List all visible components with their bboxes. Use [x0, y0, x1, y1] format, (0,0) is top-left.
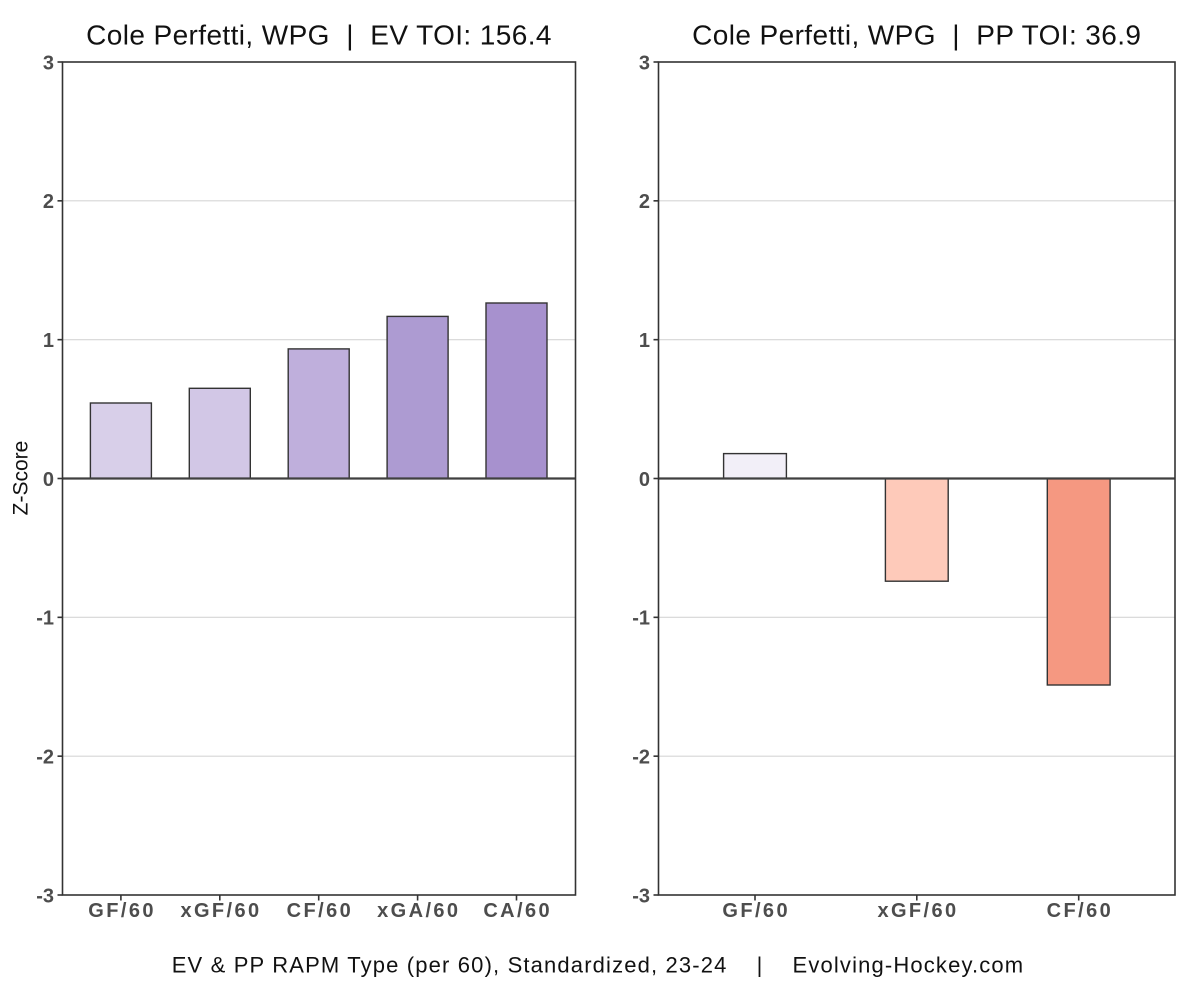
svg-text:xGA/60: xGA/60 [377, 900, 460, 922]
svg-text:-1: -1 [632, 608, 650, 630]
svg-text:Cole Perfetti, WPG | EV TOI:: Cole Perfetti, WPG | EV TOI: 156.4 [86, 20, 552, 51]
svg-text:0: 0 [639, 469, 650, 491]
svg-text:-2: -2 [36, 746, 54, 768]
svg-text:GF/60: GF/60 [722, 900, 790, 922]
svg-text:CA/60: CA/60 [483, 900, 552, 922]
svg-text:2: 2 [639, 191, 650, 213]
svg-text:xGF/60: xGF/60 [877, 900, 958, 922]
svg-text:2: 2 [43, 191, 54, 213]
svg-text:3: 3 [43, 52, 54, 74]
svg-text:-2: -2 [632, 746, 650, 768]
svg-text:CF/60: CF/60 [1047, 900, 1113, 922]
svg-text:GF/60: GF/60 [88, 900, 156, 922]
svg-text:EV & PP RAPM Type (per 60), St: EV & PP RAPM Type (per 60), Standardized… [172, 953, 1025, 978]
svg-text:-3: -3 [632, 885, 650, 907]
svg-text:0: 0 [43, 469, 54, 491]
svg-text:Z-Score: Z-Score [9, 441, 32, 516]
svg-text:1: 1 [43, 330, 54, 352]
svg-text:1: 1 [639, 330, 650, 352]
svg-text:3: 3 [639, 52, 650, 74]
svg-text:-3: -3 [36, 885, 54, 907]
svg-text:Cole Perfetti, WPG | PP TOI:: Cole Perfetti, WPG | PP TOI: 36.9 [692, 20, 1141, 51]
svg-text:CF/60: CF/60 [287, 900, 353, 922]
svg-text:xGF/60: xGF/60 [180, 900, 261, 922]
svg-text:-1: -1 [36, 608, 54, 630]
